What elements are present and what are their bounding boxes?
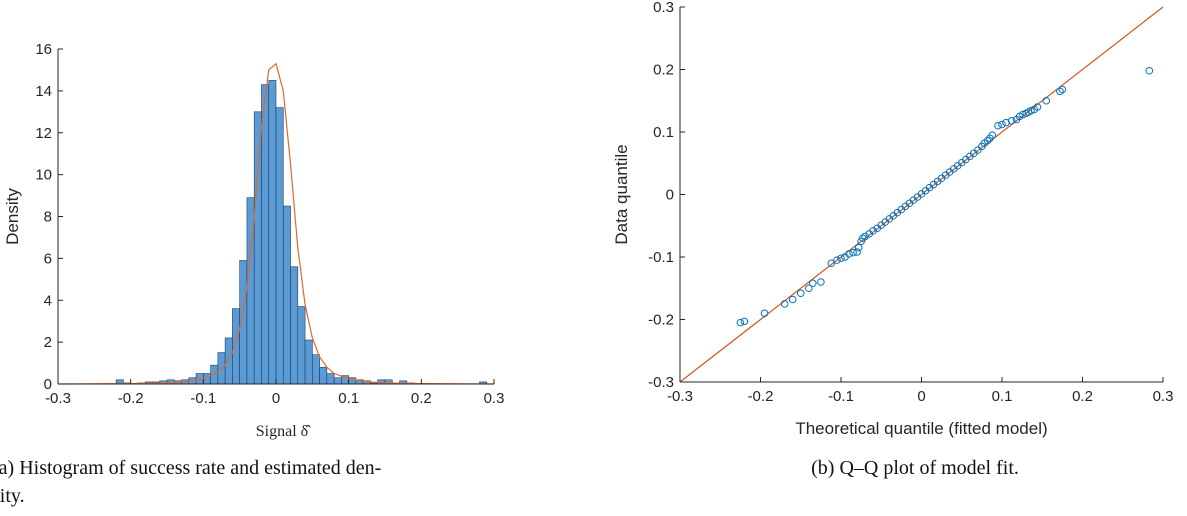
histogram-bar [275,107,284,385]
y-tick-label: -0.2 [648,312,674,329]
qq-point [998,120,1006,129]
histogram-bar [253,111,262,385]
x-tick-label: -0.2 [748,388,774,405]
qq-point [833,256,841,264]
y-tick-label: 0.3 [653,0,674,16]
qq-point [760,309,769,318]
qq-point [827,259,836,268]
histogram-bar [268,80,277,385]
qq-point [817,278,825,286]
qq-point [796,289,805,298]
qq-point [849,248,857,257]
x-tick-label: 0 [917,388,925,405]
y-tick-label: 16 [35,41,52,58]
y-tick-label: -0.3 [648,374,674,391]
y-tick-label: 0.1 [653,124,674,141]
qq-point [854,243,863,252]
qq-point [988,131,997,139]
qq-point [1056,87,1064,96]
y-tick-label: 0.2 [653,62,674,79]
histogram-bar [312,354,320,385]
x-tick-label: -0.1 [190,390,216,407]
qq-caption: (b) Q–Q plot of model fit. [811,457,1019,479]
qq-point [809,279,817,288]
qq-points [736,66,1154,327]
qq-point [1042,96,1051,105]
histogram-bar [224,337,233,385]
histogram-bar [232,308,240,385]
histogram-caption-line2: sity. [0,485,25,507]
qq-x-axis-label: Theoretical quantile (fitted model) [795,419,1047,438]
histogram-bar [261,84,270,385]
y-tick-label: 4 [44,292,52,309]
reference-line [679,6,1164,383]
histogram-caption: (a) Histogram of success rate and estima… [0,457,381,479]
qq-point [845,250,853,258]
histogram-y-axis-label: Density [3,188,22,245]
histogram-bar [326,373,335,385]
y-tick-label: 0 [44,376,52,393]
y-tick-label: -0.1 [648,249,674,266]
y-tick-label: 10 [35,167,52,184]
qq-point [1145,66,1154,75]
qq-point [788,295,797,304]
histogram-bar [282,205,291,385]
qq-point [805,284,813,293]
x-tick-label: -0.3 [45,390,71,407]
x-tick-label: -0.1 [828,388,854,405]
y-tick-label: 14 [35,83,52,100]
qq-point [1033,103,1042,111]
y-tick-label: 2 [44,334,52,351]
histogram-x-axis-label: Signal δ̂ [256,423,311,440]
x-tick-label: 0.2 [1072,388,1093,405]
qq-point [994,121,1002,130]
qq-point [853,248,861,256]
histogram-bar [333,377,342,385]
qq-point [1058,85,1067,94]
histogram-bars [115,80,488,385]
y-tick-label: 12 [35,125,52,142]
qq-point [869,226,878,235]
x-tick-label: 0.1 [338,390,359,407]
x-tick-label: 0 [272,390,280,407]
histogram-panel: -0.3 -0.2 -0.1 0 0.1 0.2 0.3 0 2 4 6 8 10 12 14 16 Dens… [0,41,504,507]
x-tick-label: 0.2 [411,390,432,407]
histogram-bar [297,306,306,385]
qq-plot-panel: -0.3 -0.2 -0.1 0 0.1 0.2 0.3 -0.3 -0.2 -0.1 0 0.1 0.… [612,0,1173,479]
histogram-axes: -0.3 -0.2 -0.1 0 0.1 0.2 0.3 0 2 4 6 8 10 12 14 16 [35,41,504,407]
qq-point [858,234,867,243]
qq-point [740,317,749,326]
qq-point [780,300,789,308]
x-tick-label: -0.3 [667,388,693,405]
histogram-bar [319,366,328,385]
histogram-bar [290,266,299,385]
y-tick-label: 0 [666,187,674,204]
y-tick-label: 6 [44,250,52,267]
x-tick-label: -0.2 [118,390,144,407]
qq-y-axis-label: Data quantile [612,144,631,244]
qq-axes: -0.3 -0.2 -0.1 0 0.1 0.2 0.3 -0.3 -0.2 -0.1 0 0.1 0.… [648,0,1173,405]
y-tick-label: 8 [44,209,52,226]
qq-point [974,146,982,154]
x-tick-label: 0.1 [992,388,1013,405]
x-tick-label: 0.3 [1153,388,1174,405]
qq-point [837,254,845,263]
x-tick-label: 0.3 [484,390,505,407]
qq-point [1027,106,1035,115]
qq-point [983,136,992,145]
qq-point [1007,116,1016,125]
density-curve [57,62,495,385]
qq-point [736,318,745,327]
qq-point [861,232,869,241]
histogram-bar [304,339,313,385]
